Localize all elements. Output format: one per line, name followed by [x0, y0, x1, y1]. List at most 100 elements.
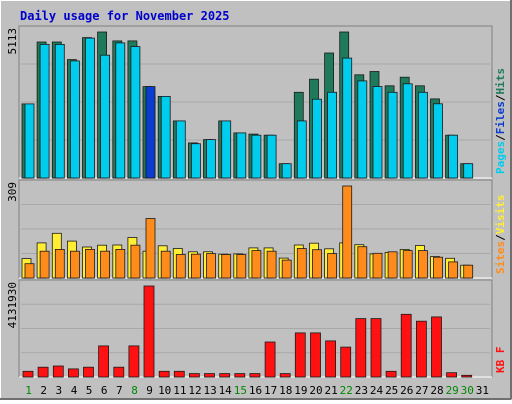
bar-sites-day-28 [433, 256, 443, 279]
bar-files-day-2 [39, 44, 50, 179]
bar-sites-day-20 [312, 249, 322, 279]
bar-files-day-24 [372, 86, 383, 179]
x-tick-label-17: 17 [264, 384, 277, 397]
x-tick-label-5: 5 [86, 384, 93, 397]
bar-sites-day-5 [85, 248, 95, 279]
bar-files-day-27 [417, 91, 428, 179]
bar-files-day-11 [175, 120, 186, 179]
bar-sites-day-17 [266, 250, 277, 279]
bar-kb-f-day-4 [68, 368, 79, 378]
bar-sites-day-3 [54, 248, 65, 279]
bar-kb-f-day-28 [431, 316, 442, 378]
bar-kb-f-day-18 [279, 373, 291, 378]
bar-sites-day-1 [24, 263, 35, 279]
bar-kb-f-day-21 [325, 340, 337, 378]
bar-kb-f-day-27 [415, 320, 427, 378]
x-tick-label-20: 20 [309, 384, 322, 397]
x-tick-label-12: 12 [188, 384, 201, 397]
x-tick-label-25: 25 [385, 384, 398, 397]
bar-sites-day-21 [327, 253, 338, 279]
bar-sites-day-11 [175, 254, 186, 279]
bar-kb-f-day-14 [219, 373, 231, 378]
chart-panels: 5113Pages/Files/Hits309Sites/Visits41319… [6, 25, 507, 378]
bar-sites-day-25 [387, 251, 398, 279]
bar-files-day-20 [312, 98, 322, 179]
bar-sites-day-4 [70, 250, 80, 279]
bar-kb-f-day-30 [461, 374, 473, 378]
legend-entry: Hits [494, 68, 507, 95]
x-tick-label-8: 8 [131, 384, 138, 397]
bar-kb-f-day-15 [234, 373, 246, 378]
x-tick-label-23: 23 [355, 384, 368, 397]
bar-sites-day-19 [296, 248, 307, 279]
bar-files-day-16 [251, 134, 262, 179]
x-tick-label-18: 18 [279, 384, 292, 397]
x-tick-label-1: 1 [25, 384, 32, 397]
bar-files-day-28 [433, 103, 443, 179]
x-tick-label-28: 28 [430, 384, 443, 397]
bar-kb-f-day-20 [310, 332, 321, 378]
bar-files-day-18 [281, 163, 292, 179]
bar-sites-day-27 [417, 250, 428, 279]
bar-files-day-12 [190, 143, 201, 179]
bar-kb-f-day-29 [446, 372, 458, 378]
bar-sites-day-2 [39, 250, 50, 279]
bar-sites-day-23 [357, 246, 368, 279]
bar-files-day-23 [357, 80, 368, 179]
x-tick-label-4: 4 [71, 384, 78, 397]
x-tick-label-11: 11 [173, 384, 186, 397]
visits-sites-legend: Sites/Visits [494, 195, 507, 275]
bar-files-day-19 [296, 120, 307, 179]
x-tick-label-27: 27 [415, 384, 428, 397]
bar-files-day-4 [70, 60, 80, 179]
bar-sites-day-10 [160, 250, 171, 279]
bar-kb-f-day-11 [173, 370, 185, 378]
x-tick-label-15: 15 [234, 384, 247, 397]
x-tick-label-10: 10 [158, 384, 171, 397]
bar-sites-day-13 [206, 253, 216, 279]
chart-title: Daily usage for November 2025 [20, 9, 230, 23]
bar-kb-f-day-5 [83, 366, 94, 378]
bar-files-day-6 [100, 54, 110, 179]
x-tick-label-14: 14 [219, 384, 233, 397]
bar-files-day-7 [115, 42, 126, 179]
bar-sites-day-30 [463, 264, 474, 279]
legend-entry: / [494, 234, 507, 241]
x-tick-label-30: 30 [461, 384, 474, 397]
x-tick-label-24: 24 [370, 384, 384, 397]
kbytes-panel: 4131930 KB F [6, 279, 507, 378]
bar-files-day-17 [266, 134, 277, 179]
bar-sites-day-24 [372, 252, 383, 279]
bar-kb-f-day-2 [37, 366, 49, 378]
visits-sites-panel: 309 Sites/Visits [6, 179, 507, 279]
x-tick-label-19: 19 [294, 384, 307, 397]
x-tick-label-13: 13 [203, 384, 216, 397]
bar-files-day-1 [24, 103, 35, 179]
bar-sites-day-16 [251, 250, 262, 279]
legend-entry: / [494, 134, 507, 141]
bar-kb-f-day-7 [113, 366, 125, 378]
bar-files-day-5 [85, 37, 95, 179]
x-tick-label-2: 2 [40, 384, 47, 397]
bar-files-day-30 [463, 163, 474, 179]
bar-kb-f-day-16 [249, 373, 261, 378]
bar-files-day-29 [448, 134, 459, 179]
bar-sites-day-6 [100, 250, 110, 279]
bar-kb-f-day-25 [385, 370, 397, 378]
x-tick-label-3: 3 [55, 384, 62, 397]
bar-sites-day-7 [115, 248, 126, 279]
x-tick-label-31: 31 [476, 384, 489, 397]
bar-files-day-15 [236, 132, 247, 179]
bar-sites-day-12 [190, 253, 201, 279]
x-tick-label-6: 6 [101, 384, 108, 397]
x-tick-label-16: 16 [249, 384, 262, 397]
visits-sites-y-max-label: 309 [6, 182, 19, 202]
bar-sites-day-8 [130, 244, 141, 279]
bar-kb-f-day-13 [204, 373, 215, 378]
bar-files-day-25 [387, 91, 398, 179]
bar-kb-f-day-10 [158, 370, 170, 378]
bar-files-day-26 [402, 83, 413, 179]
bar-sites-day-22 [342, 185, 353, 279]
